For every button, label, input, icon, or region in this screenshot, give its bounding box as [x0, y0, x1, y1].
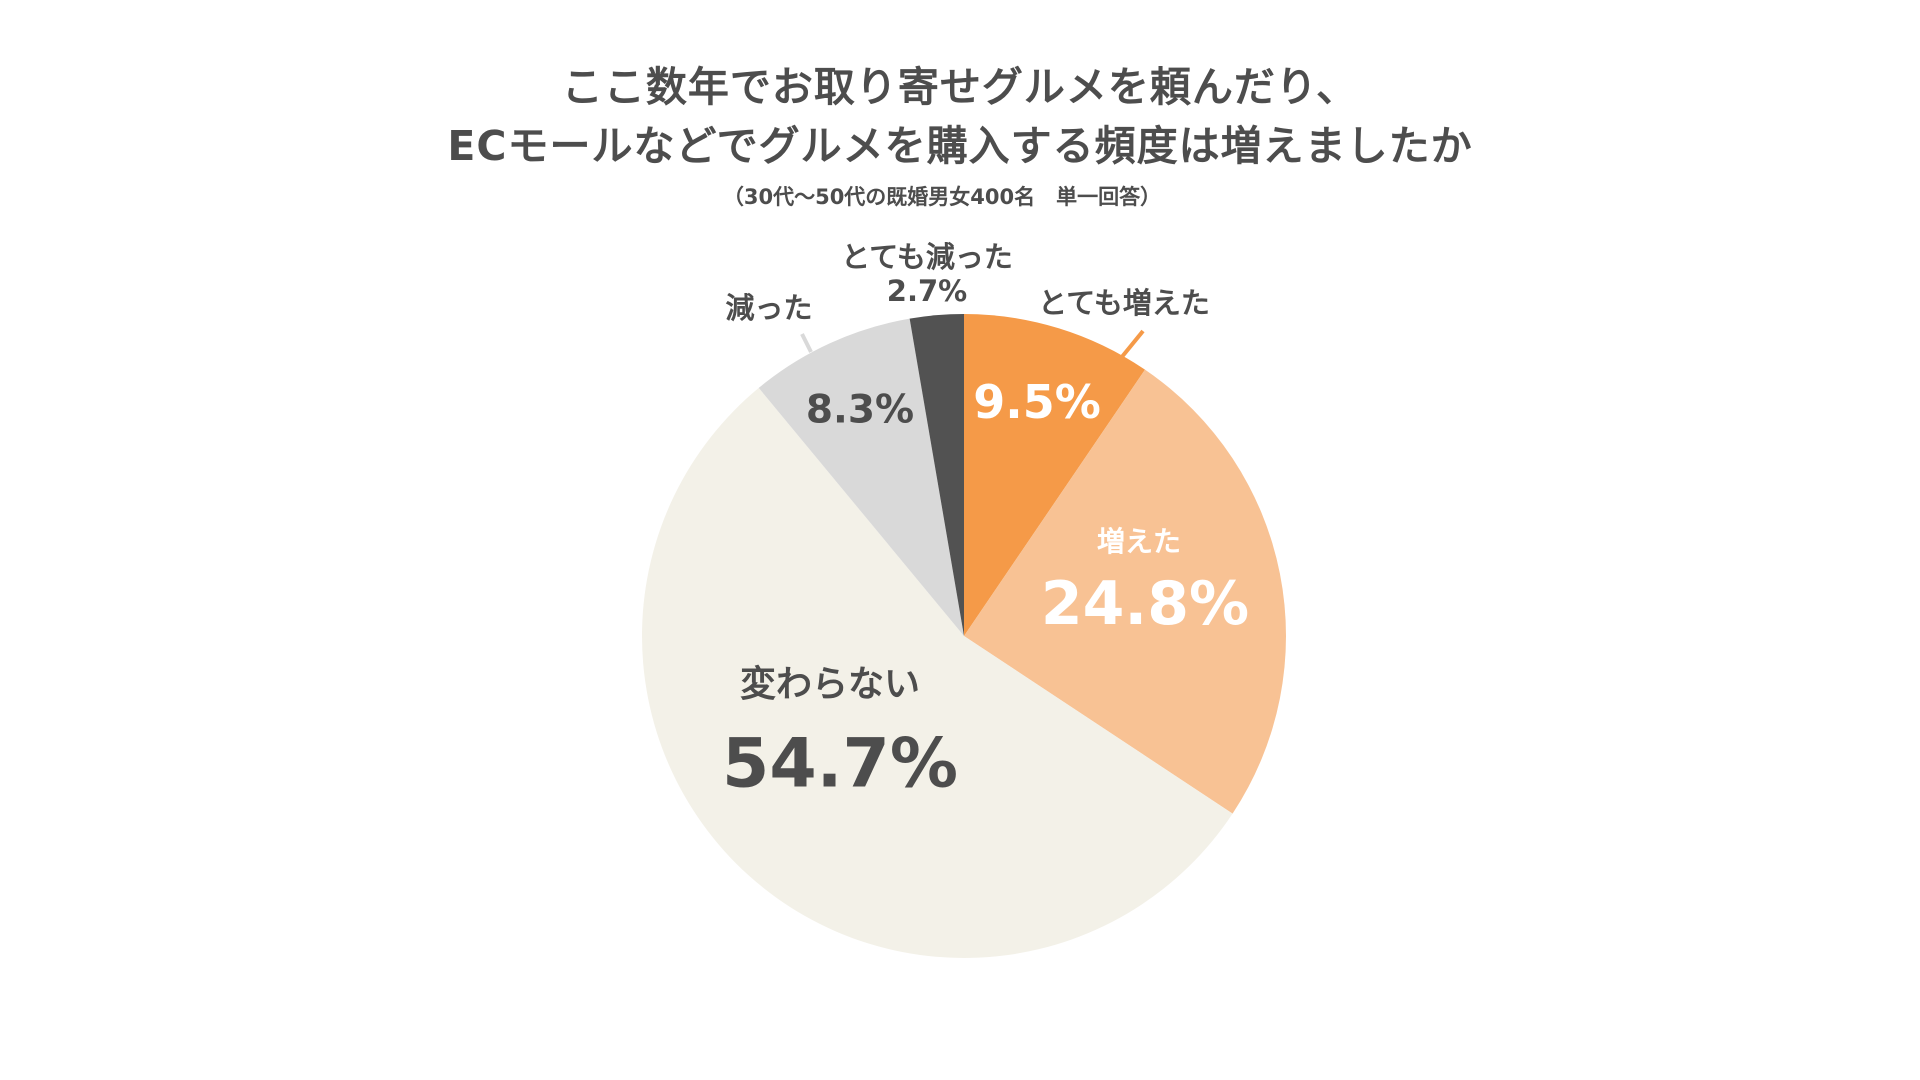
- value-increased: 24.8%: [1040, 569, 1250, 639]
- pie-slice-4: [909, 314, 964, 636]
- value-very-decreased: 2.7%: [886, 274, 968, 308]
- label-unchanged: 変わらない: [739, 664, 921, 705]
- value-unchanged: 54.7%: [722, 724, 958, 804]
- value-very-increased: 9.5%: [973, 375, 1101, 429]
- leader-line-decreased: [800, 333, 813, 353]
- chart-title-line1: ここ数年でお取り寄せグルメを頼んだり、: [561, 63, 1359, 111]
- leader-line-very-increased: [1119, 329, 1145, 360]
- label-very-decreased: とても減った: [841, 240, 1013, 274]
- label-decreased: 減った: [725, 291, 813, 325]
- chart-subtitle: （30代〜50代の既婚男女400名 単一回答）: [722, 185, 1162, 209]
- chart-title-line2: ECモールなどでグルメを購入する頻度は増えましたか: [447, 122, 1473, 170]
- pie-slice-1: [964, 369, 1286, 814]
- value-decreased: 8.3%: [805, 387, 915, 433]
- pie-slice-2: [641, 387, 1233, 958]
- label-increased: 増えた: [1096, 525, 1182, 558]
- pie-slice-0: [964, 314, 1145, 636]
- label-very-increased: とても増えた: [1038, 286, 1210, 320]
- pie-slice-3: [758, 318, 964, 636]
